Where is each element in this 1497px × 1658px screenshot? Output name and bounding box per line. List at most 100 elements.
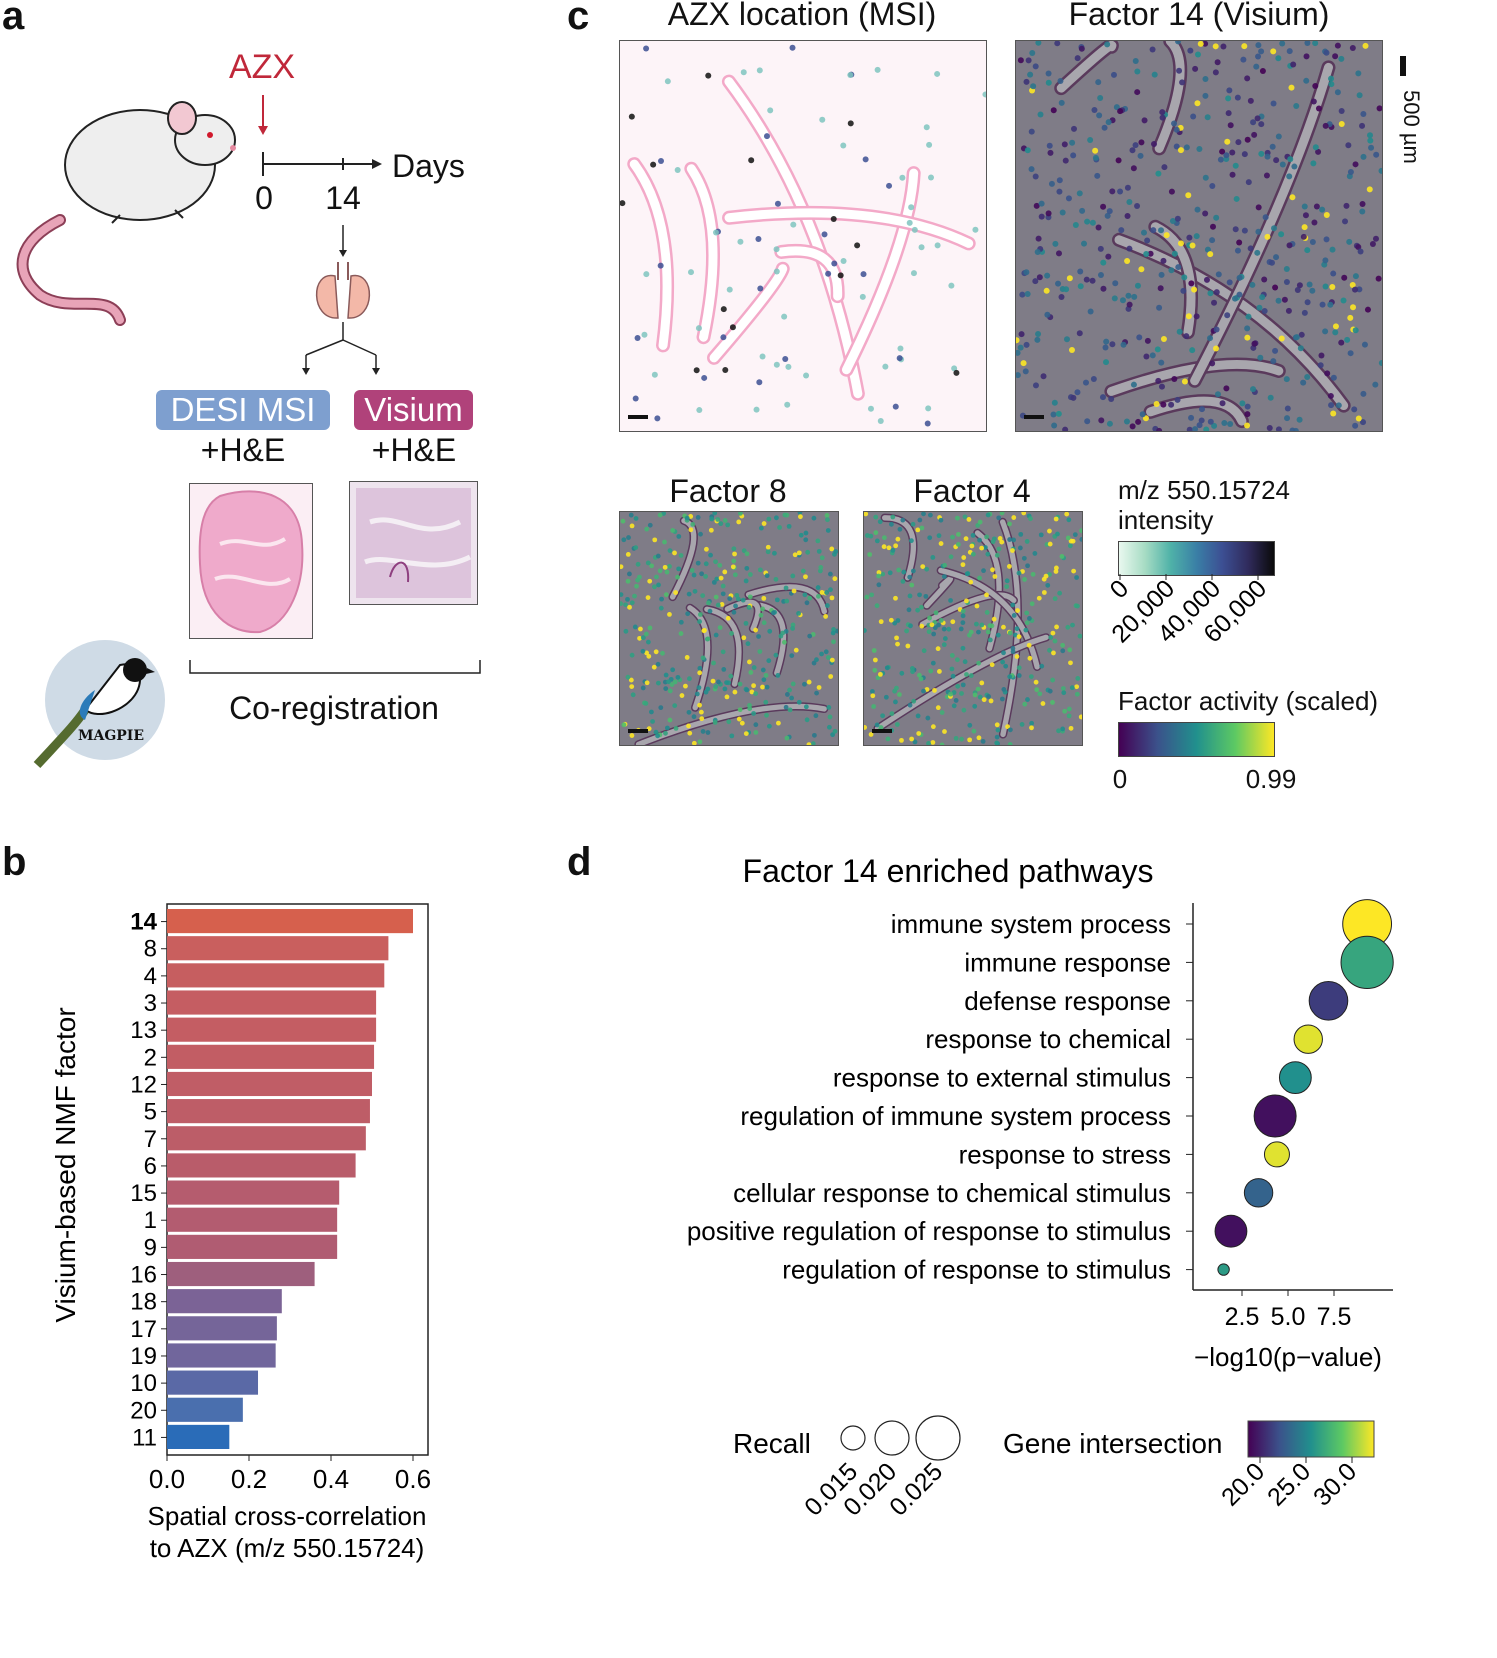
tissue-spot bbox=[961, 707, 967, 713]
tissue-spot bbox=[791, 588, 797, 594]
tissue-spot bbox=[739, 720, 745, 726]
tissue-spot bbox=[1250, 119, 1257, 126]
map-scale-bar bbox=[628, 415, 648, 419]
tissue-spot bbox=[876, 570, 882, 575]
tissue-spot bbox=[989, 662, 995, 668]
tissue-spot bbox=[667, 612, 672, 617]
tissue-spot bbox=[971, 728, 977, 734]
tissue-spot bbox=[662, 539, 667, 545]
tissue-spot bbox=[972, 692, 978, 698]
tissue-spot bbox=[831, 260, 838, 267]
tissue-spot bbox=[1067, 543, 1073, 549]
x-tick-label: 7.5 bbox=[1317, 1303, 1352, 1331]
bar-factor-7 bbox=[167, 1126, 366, 1151]
tissue-spot bbox=[1007, 537, 1013, 542]
tissue-spot bbox=[753, 406, 760, 413]
tissue-spot bbox=[1315, 148, 1322, 155]
tissue-spot bbox=[1032, 278, 1039, 285]
tissue-spot bbox=[854, 242, 861, 249]
tissue-spot bbox=[1247, 245, 1254, 252]
tissue-spot bbox=[1289, 194, 1296, 201]
tissue-spot bbox=[634, 334, 641, 341]
tissue-spot bbox=[1135, 418, 1142, 425]
tissue-spot bbox=[878, 619, 884, 625]
tissue-spot bbox=[659, 596, 664, 602]
tissue-spot bbox=[796, 550, 802, 556]
tissue-spot bbox=[760, 606, 766, 612]
tissue-spot bbox=[640, 648, 646, 654]
tissue-spot bbox=[698, 531, 703, 537]
tissue-spot bbox=[1335, 402, 1342, 409]
tissue-spot bbox=[1001, 687, 1007, 692]
tissue-spot bbox=[1074, 389, 1081, 396]
tissue-spot bbox=[1055, 531, 1060, 537]
tissue-spot bbox=[1057, 590, 1063, 596]
tissue-spot bbox=[1235, 139, 1242, 146]
tissue-spot bbox=[1011, 537, 1017, 543]
tissue-spot bbox=[1066, 713, 1072, 719]
tissue-spot bbox=[938, 541, 944, 546]
tissue-spot bbox=[1345, 142, 1352, 149]
pathway-dot bbox=[1243, 1178, 1274, 1208]
tissue-spot bbox=[731, 546, 737, 552]
tissue-spot bbox=[732, 551, 737, 557]
tissue-spot bbox=[1327, 392, 1334, 399]
tissue-spot bbox=[654, 415, 661, 422]
tissue-spot bbox=[936, 622, 941, 628]
tissue-spot bbox=[977, 575, 982, 581]
tissue-spot bbox=[1361, 341, 1368, 348]
tissue-spot bbox=[894, 722, 900, 727]
tissue-spot bbox=[1120, 341, 1127, 348]
tissue-spot bbox=[927, 535, 933, 541]
tissue-spot bbox=[1255, 53, 1262, 60]
tissue-spot bbox=[892, 688, 898, 694]
tissue-spot bbox=[897, 526, 903, 532]
tissue-spot bbox=[930, 555, 936, 560]
tissue-spot bbox=[1040, 373, 1047, 380]
tissue-spot bbox=[1055, 280, 1062, 287]
tissue-spot bbox=[960, 682, 966, 688]
tissue-spot bbox=[1304, 374, 1311, 381]
tissue-spot bbox=[664, 569, 670, 575]
tissue-spot bbox=[1060, 686, 1066, 691]
tissue-spot bbox=[1186, 234, 1193, 241]
vessel-lumen bbox=[709, 264, 788, 363]
tissue-spot bbox=[1284, 405, 1291, 412]
tissue-spot bbox=[831, 627, 836, 632]
tissue-spot bbox=[699, 716, 705, 722]
tissue-spot bbox=[1079, 537, 1082, 542]
tissue-spot bbox=[1229, 149, 1236, 156]
tissue-spot bbox=[1193, 313, 1200, 320]
tissue-spot bbox=[1111, 295, 1118, 302]
tissue-spot bbox=[650, 719, 655, 724]
tissue-spot bbox=[697, 612, 703, 617]
tissue-spot bbox=[1273, 254, 1280, 261]
tissue-spot bbox=[773, 361, 780, 368]
tissue-spot bbox=[1297, 345, 1304, 352]
tissue-spot bbox=[790, 681, 796, 687]
tissue-spot bbox=[655, 553, 661, 559]
tissue-spot bbox=[981, 568, 986, 574]
tissue-spot bbox=[745, 641, 751, 647]
tissue-spot bbox=[1034, 687, 1040, 693]
tissue-spot bbox=[886, 545, 892, 551]
pathway-label: immune response bbox=[964, 947, 1171, 977]
tissue-spot bbox=[1229, 171, 1236, 178]
tissue-spot bbox=[1293, 334, 1300, 341]
tissue-spot bbox=[700, 593, 706, 599]
bar-factor-2 bbox=[167, 1044, 375, 1069]
factor-colorbar bbox=[1118, 722, 1275, 757]
tissue-spot bbox=[1306, 281, 1313, 288]
msi-map-title: AZX location (MSI) bbox=[667, 0, 937, 32]
tissue-spot bbox=[652, 584, 657, 590]
pathway-label: response to chemical bbox=[925, 1024, 1171, 1054]
tissue-spot bbox=[1027, 655, 1033, 661]
tissue-spot bbox=[1227, 122, 1234, 129]
tissue-spot bbox=[628, 113, 635, 120]
tissue-spot bbox=[1378, 167, 1382, 174]
tissue-spot bbox=[1064, 512, 1070, 517]
tissue-spot bbox=[1047, 149, 1054, 156]
tissue-spot bbox=[926, 141, 933, 148]
tissue-spot bbox=[1301, 224, 1308, 231]
tissue-spot bbox=[621, 722, 627, 728]
